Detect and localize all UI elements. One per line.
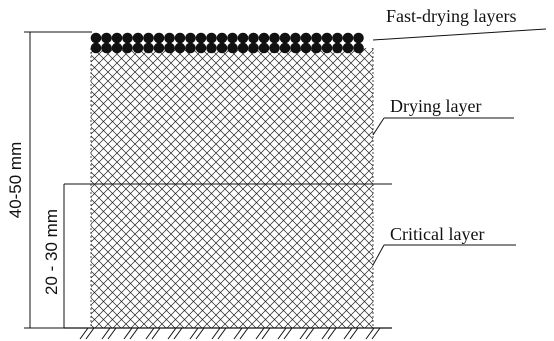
ground-hatch-mark (327, 327, 337, 340)
ground-hatch-mark (233, 327, 243, 340)
ground-hatch-mark (305, 327, 315, 340)
particle (101, 42, 112, 54)
ground-hatch-mark (211, 327, 221, 340)
particle (90, 32, 102, 44)
particle (290, 42, 301, 54)
ground-hatch-mark (123, 327, 133, 340)
ground-hatch-mark (255, 327, 265, 340)
particle (227, 42, 238, 54)
particle (332, 32, 343, 44)
particle (132, 42, 144, 54)
ground-hatch-mark (129, 327, 139, 340)
label-fast-drying-layers: Fast-drying layers (386, 6, 516, 26)
particle (248, 42, 259, 54)
ground-hatching (79, 327, 381, 340)
particle (300, 32, 312, 44)
particle (258, 42, 270, 54)
leader-fast-drying (372, 28, 547, 41)
ground-hatch-mark (239, 327, 249, 340)
ground-hatch-mark (145, 327, 155, 340)
particle (143, 42, 154, 54)
particle (122, 32, 133, 44)
particle (111, 42, 123, 54)
ground-hatch-mark (85, 327, 95, 340)
ground-hatch-mark (189, 327, 199, 340)
particle (164, 42, 175, 54)
particle (342, 32, 354, 44)
ground-hatch-mark (371, 327, 381, 340)
ground-hatch-mark (365, 327, 375, 340)
ground-hatch-mark (261, 327, 271, 340)
ground-hatch-mark (101, 327, 111, 340)
leader-critical (372, 244, 385, 266)
particle (321, 32, 333, 44)
particle (269, 42, 280, 54)
fast-drying-particles (90, 32, 364, 54)
particle (311, 42, 322, 54)
ground-hatch-mark (321, 327, 331, 340)
label-critical-layer: Critical layer (390, 224, 484, 244)
particle (174, 32, 186, 44)
ground-hatch-mark (195, 327, 205, 340)
particle (237, 42, 249, 54)
particle (185, 32, 196, 44)
particle (206, 42, 217, 54)
particle (342, 42, 354, 54)
ground-hatch-mark (277, 327, 287, 340)
ground-hatch-mark (173, 327, 183, 340)
particle (90, 42, 102, 54)
particle (143, 32, 154, 44)
ground-hatch-mark (283, 327, 293, 340)
particle (311, 32, 322, 44)
particle (111, 32, 123, 44)
ground-hatch-mark (151, 327, 161, 340)
ground-hatch-mark (217, 327, 227, 340)
particle (216, 42, 228, 54)
dimension-label-total: 40-50 mm (6, 142, 25, 219)
particle (332, 42, 343, 54)
particle (153, 32, 165, 44)
particle (248, 32, 259, 44)
particle (353, 42, 364, 54)
leader-drying (372, 117, 385, 136)
ground-hatch-mark (349, 327, 359, 340)
particle (132, 32, 144, 44)
ground-hatch-mark (79, 327, 89, 340)
particle (185, 42, 196, 54)
ground-hatch-mark (343, 327, 353, 340)
particle (353, 32, 364, 44)
particle (300, 42, 312, 54)
particle (279, 42, 291, 54)
particle (122, 42, 133, 54)
particle (195, 32, 207, 44)
particle (321, 42, 333, 54)
ground-hatch-mark (299, 327, 309, 340)
particle (174, 42, 186, 54)
particle (258, 32, 270, 44)
ground-hatch-mark (107, 327, 117, 340)
dimension-label-lower: 20 - 30 mm (42, 209, 61, 295)
particle (227, 32, 238, 44)
particle (290, 32, 301, 44)
particle (195, 42, 207, 54)
particle (216, 32, 228, 44)
label-drying-layer: Drying layer (390, 96, 481, 116)
particle (279, 32, 291, 44)
particle (206, 32, 217, 44)
soil-column (91, 48, 373, 328)
particle (164, 32, 175, 44)
particle (153, 42, 165, 54)
particle (269, 32, 280, 44)
particle (101, 32, 112, 44)
particle (237, 32, 249, 44)
ground-hatch-mark (167, 327, 177, 340)
